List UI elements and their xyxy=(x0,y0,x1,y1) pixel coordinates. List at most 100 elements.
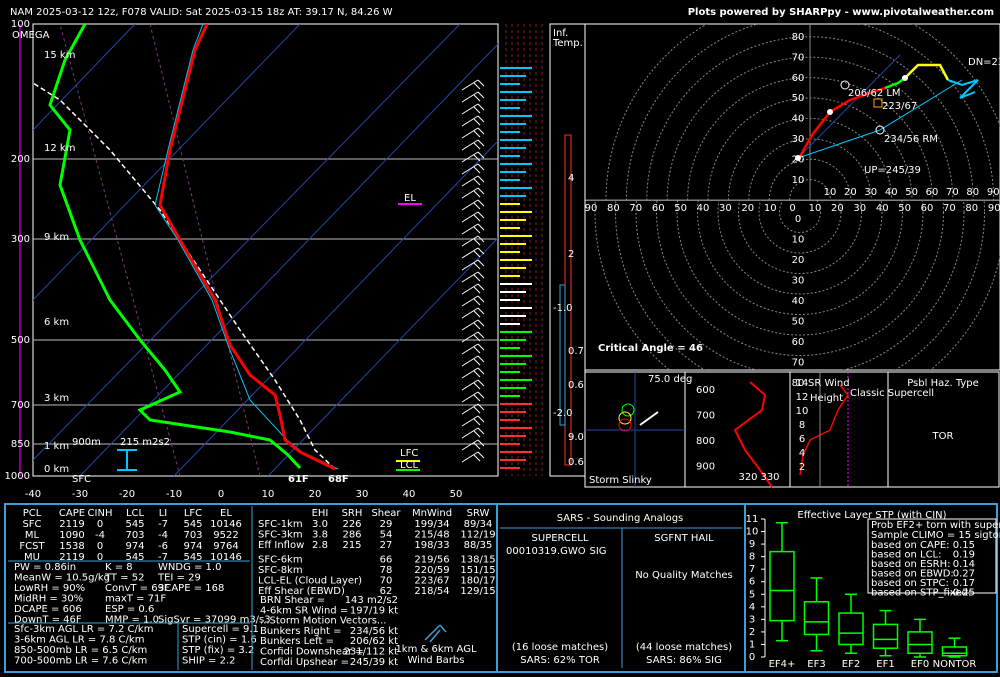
barb-flag xyxy=(477,307,485,315)
crit-y-label: 30 xyxy=(792,276,805,287)
stp-y-tick: 0 xyxy=(749,652,755,663)
composite: SHIP = 2.2 xyxy=(182,656,236,667)
barb-flag xyxy=(477,367,485,375)
crit-ring xyxy=(676,200,924,336)
composite: Supercell = 9.1 xyxy=(182,624,259,635)
stp-category: EF2 xyxy=(842,659,860,670)
barb-flag xyxy=(477,175,485,183)
index-value: PW = 0.86in xyxy=(14,562,76,573)
inf-title: Inf. xyxy=(553,28,568,39)
barb-flag xyxy=(477,139,485,147)
inf-label: 2 xyxy=(568,249,574,260)
crit-angle: Critical Angle = 46 xyxy=(598,343,703,354)
parcel-cell: 9764 xyxy=(213,541,238,552)
crit-x-label: 30 xyxy=(719,203,732,214)
barb-flag xyxy=(477,271,485,279)
barb-staff xyxy=(461,139,479,151)
barb-flag xyxy=(477,415,485,423)
pressure-label: 1000 xyxy=(5,471,30,482)
parcel-cell: 545 xyxy=(125,519,144,530)
temp-label: -20 xyxy=(119,489,135,500)
barb-staff xyxy=(461,103,479,115)
barb-flag xyxy=(477,295,485,303)
hodo-y-label: 40 xyxy=(792,114,805,125)
pressure-label: 300 xyxy=(11,234,30,245)
sars-hail-none: No Quality Matches xyxy=(635,570,733,581)
barb-flag xyxy=(473,262,481,270)
barb-note: Wind Barbs xyxy=(408,655,465,666)
srw-y-label: 8 xyxy=(799,420,805,431)
barb-flag xyxy=(477,247,485,255)
inf-title: Temp. xyxy=(552,38,583,49)
kin-header: SRW xyxy=(467,508,490,519)
kin-cell: 70 xyxy=(380,576,393,587)
kin-line-label: Bunkers Left = xyxy=(260,636,334,647)
crit-x-label: 70 xyxy=(943,203,956,214)
barb-flag xyxy=(477,439,485,447)
barb-flag xyxy=(473,154,481,162)
parcel-cell: -7 xyxy=(158,519,168,530)
stp-y-tick: 6 xyxy=(749,577,755,588)
slinky-angle: 75.0 deg xyxy=(648,374,692,385)
hazard-title: Psbl Haz. Type xyxy=(907,378,979,389)
barb-flag xyxy=(473,394,481,402)
sars-loose: (16 loose matches) xyxy=(512,642,608,653)
stp-legend-label: based on STP_fixed: xyxy=(871,588,971,599)
lapse-rate: 700-500mb LR = 7.6 C/km xyxy=(14,656,147,667)
barb-staff xyxy=(461,235,479,247)
parcel-cell: 974 xyxy=(125,541,144,552)
stp-y-tick: 10 xyxy=(746,527,759,538)
index-value: TT = 52 xyxy=(104,573,145,584)
box xyxy=(838,612,864,646)
barb-staff xyxy=(461,451,479,463)
srw-y-label: 12 xyxy=(796,392,809,403)
kin-cell: 66 xyxy=(380,555,393,566)
crit-x-label: 70 xyxy=(629,203,642,214)
barb-staff xyxy=(461,247,479,259)
barb-flag xyxy=(477,79,485,87)
parcel-cell: -4 xyxy=(95,530,105,541)
lapse-rate: Sfc-3km AGL LR = 7.2 C/km xyxy=(14,624,153,635)
parcel-cell: 1090 xyxy=(59,530,84,541)
lcl-label: LCL xyxy=(400,460,419,471)
crit-x-label: 80 xyxy=(965,203,978,214)
hodo-y-label: 50 xyxy=(792,93,805,104)
critical-angle-lines xyxy=(594,200,1000,370)
crit-y-label: 0 xyxy=(795,214,801,225)
barb-flag xyxy=(477,103,485,111)
temp-label: 10 xyxy=(262,489,275,500)
barb-flag xyxy=(477,259,485,267)
kin-label: LCL-EL (Cloud Layer) xyxy=(258,576,362,587)
kin-cell: 27 xyxy=(380,540,393,551)
parcel-cell: 0 xyxy=(97,519,103,530)
barb-staff xyxy=(461,175,479,187)
barb-flag xyxy=(473,178,481,186)
barb-flag xyxy=(473,382,481,390)
stp-legend-label: based on ESRH: xyxy=(871,559,951,570)
stp-title: Effective Layer STP (with CIN) xyxy=(797,510,946,521)
parcel-cell: SFC xyxy=(22,519,41,530)
stp-legend-box xyxy=(867,518,997,594)
barb-flag xyxy=(477,379,485,387)
crit-x-label: 20 xyxy=(831,203,844,214)
height-label: 6 km xyxy=(44,317,69,328)
srw-y-label: 4 xyxy=(799,448,805,459)
kin-cell: 286 xyxy=(342,530,361,541)
index-value: DownT = 46F xyxy=(14,615,82,626)
crit-y-label: 10 xyxy=(792,235,805,246)
barb-staff xyxy=(461,319,479,331)
hodo-y-label: 70 xyxy=(792,52,805,63)
parcel-cell: ML xyxy=(25,530,40,541)
barb-flag xyxy=(473,418,481,426)
kin-cell: 2.8 xyxy=(312,540,328,551)
parcel-cell: 545 xyxy=(183,519,202,530)
barb-flag xyxy=(477,355,485,363)
kin-cell: 215 xyxy=(342,540,361,551)
crit-ring xyxy=(635,200,965,370)
barb-flag xyxy=(473,286,481,294)
crit-ring xyxy=(758,200,842,254)
bottom-frames xyxy=(4,503,998,673)
temp-label: 40 xyxy=(403,489,416,500)
kin-header: Shear xyxy=(371,508,401,519)
barb-staff xyxy=(461,403,479,415)
